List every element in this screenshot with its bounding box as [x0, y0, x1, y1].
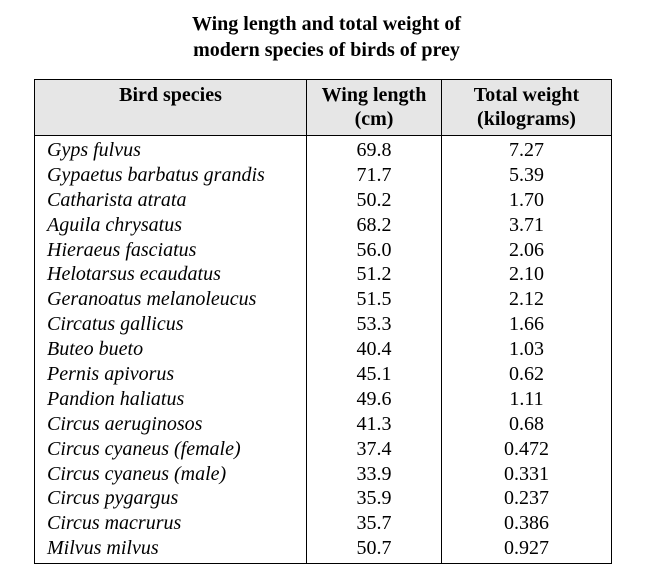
table-title-line-2: modern species of birds of prey	[193, 39, 460, 61]
wing-length-cell: 45.1	[356, 363, 392, 386]
table-row: Milvus milvus 50.7 0.927	[35, 536, 611, 561]
species-cell: Hieraeus fasciatus	[47, 238, 197, 261]
table-row: Aguila chrysatus 68.2 3.71	[35, 213, 611, 238]
header-wing-length-line-1: Wing length	[321, 84, 427, 106]
table-row: Pandion haliatus 49.6 1.11	[35, 387, 611, 412]
table-title-line-1: Wing length and total weight of	[191, 13, 462, 35]
wing-length-cell: 37.4	[356, 437, 392, 460]
total-weight-cell: 1.70	[509, 188, 544, 211]
table-row: Pernis apivorus 45.1 0.62	[35, 362, 611, 387]
wing-length-cell: 40.4	[356, 338, 392, 361]
wing-length-cell: 69.8	[356, 139, 392, 161]
wing-length-cell: 35.7	[356, 512, 392, 535]
table-row: Catharista atrata 50.2 1.70	[35, 188, 611, 213]
table-body: Gyps fulvus 69.8 7.27 Gypaetus barbatus …	[35, 138, 611, 561]
total-weight-cell: 1.66	[509, 313, 544, 336]
species-cell: Circus cyaneus (female)	[47, 437, 241, 460]
wing-length-cell: 33.9	[356, 462, 392, 485]
species-cell: Gypaetus barbatus grandis	[47, 163, 265, 186]
column-divider-2	[441, 80, 442, 563]
species-cell: Milvus milvus	[47, 537, 159, 560]
species-cell: Aguila chrysatus	[47, 213, 182, 236]
table-row: Circatus gallicus 53.3 1.66	[35, 312, 611, 337]
table-row: Geranoatus melanoleucus 51.5 2.12	[35, 287, 611, 312]
header-bird-species: Bird species	[35, 83, 306, 107]
species-cell: Circatus gallicus	[47, 313, 184, 336]
table-row: Gyps fulvus 69.8 7.27	[35, 138, 611, 163]
total-weight-cell: 0.68	[509, 412, 544, 435]
wing-length-cell: 56.0	[356, 238, 392, 261]
total-weight-cell: 5.39	[509, 163, 544, 186]
total-weight-cell: 0.386	[504, 512, 549, 535]
header-wing-length: Wing length (cm)	[307, 83, 441, 131]
table-row: Helotarsus ecaudatus 51.2 2.10	[35, 262, 611, 287]
species-cell: Circus aeruginosos	[47, 412, 203, 435]
table-row: Circus aeruginosos 41.3 0.68	[35, 412, 611, 437]
species-cell: Helotarsus ecaudatus	[47, 263, 221, 286]
species-cell: Circus macrurus	[47, 512, 182, 535]
table-header: Bird species Wing length (cm) Total weig…	[35, 80, 611, 136]
species-cell: Geranoatus melanoleucus	[47, 288, 257, 311]
table-title: Wing length and total weight of modern s…	[0, 11, 653, 63]
table-row: Buteo bueto 40.4 1.03	[35, 337, 611, 362]
total-weight-cell: 0.927	[504, 537, 549, 560]
species-cell: Circus cyaneus (male)	[47, 462, 227, 485]
total-weight-cell: 0.331	[504, 462, 549, 485]
total-weight-cell: 1.11	[509, 387, 544, 410]
table-row: Circus cyaneus (male) 33.9 0.331	[35, 462, 611, 487]
header-total-weight-line-2: (kilograms)	[477, 108, 576, 130]
table-row: Circus pygargus 35.9 0.237	[35, 486, 611, 511]
total-weight-cell: 2.10	[509, 263, 544, 286]
total-weight-cell: 7.27	[509, 139, 544, 161]
species-cell: Pandion haliatus	[47, 387, 185, 410]
species-cell: Circus pygargus	[47, 487, 179, 510]
total-weight-cell: 0.472	[504, 437, 549, 460]
table-row: Circus macrurus 35.7 0.386	[35, 511, 611, 536]
total-weight-cell: 2.12	[509, 288, 544, 311]
table-row: Hieraeus fasciatus 56.0 2.06	[35, 238, 611, 263]
header-bird-species-label: Bird species	[119, 84, 222, 106]
wing-length-cell: 50.2	[356, 188, 392, 211]
wing-length-cell: 51.2	[356, 263, 392, 286]
species-cell: Pernis apivorus	[47, 363, 175, 386]
total-weight-cell: 3.71	[509, 213, 544, 236]
bird-table: Bird species Wing length (cm) Total weig…	[34, 79, 612, 564]
species-cell: Gyps fulvus	[47, 139, 141, 161]
wing-length-cell: 41.3	[356, 412, 392, 435]
total-weight-cell: 2.06	[509, 238, 544, 261]
header-total-weight-line-1: Total weight	[473, 84, 580, 106]
species-cell: Catharista atrata	[47, 188, 187, 211]
wing-length-cell: 49.6	[356, 387, 392, 410]
wing-length-cell: 71.7	[356, 163, 392, 186]
wing-length-cell: 51.5	[356, 288, 392, 311]
wing-length-cell: 35.9	[356, 487, 392, 510]
total-weight-cell: 1.03	[509, 338, 544, 361]
wing-length-cell: 50.7	[356, 537, 392, 560]
wing-length-cell: 68.2	[356, 213, 392, 236]
wing-length-cell: 53.3	[356, 313, 392, 336]
header-wing-length-line-2: (cm)	[354, 108, 394, 130]
table-row: Gypaetus barbatus grandis 71.7 5.39	[35, 163, 611, 188]
total-weight-cell: 0.62	[509, 363, 544, 386]
column-divider-1	[306, 80, 307, 563]
species-cell: Buteo bueto	[47, 338, 144, 361]
total-weight-cell: 0.237	[504, 487, 549, 510]
header-total-weight: Total weight (kilograms)	[442, 83, 611, 131]
table-row: Circus cyaneus (female) 37.4 0.472	[35, 437, 611, 462]
